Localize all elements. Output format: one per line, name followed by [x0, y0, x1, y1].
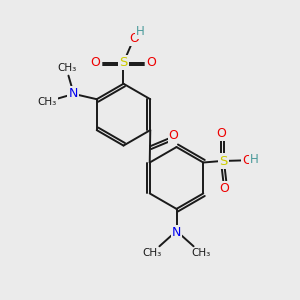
- Text: H: H: [136, 25, 145, 38]
- Text: N: N: [172, 226, 181, 239]
- Text: O: O: [217, 127, 226, 140]
- Text: O: O: [91, 56, 100, 69]
- Text: O: O: [169, 129, 178, 142]
- Text: H: H: [250, 153, 258, 167]
- Text: O: O: [242, 154, 252, 167]
- Text: CH₃: CH₃: [143, 248, 162, 258]
- Text: N: N: [68, 87, 78, 100]
- Text: CH₃: CH₃: [38, 97, 57, 107]
- Text: O: O: [146, 56, 156, 69]
- Text: S: S: [219, 154, 227, 167]
- Text: CH₃: CH₃: [58, 63, 77, 73]
- Text: CH₃: CH₃: [191, 248, 210, 258]
- Text: S: S: [119, 56, 128, 69]
- Text: O: O: [129, 32, 139, 45]
- Text: O: O: [219, 182, 229, 195]
